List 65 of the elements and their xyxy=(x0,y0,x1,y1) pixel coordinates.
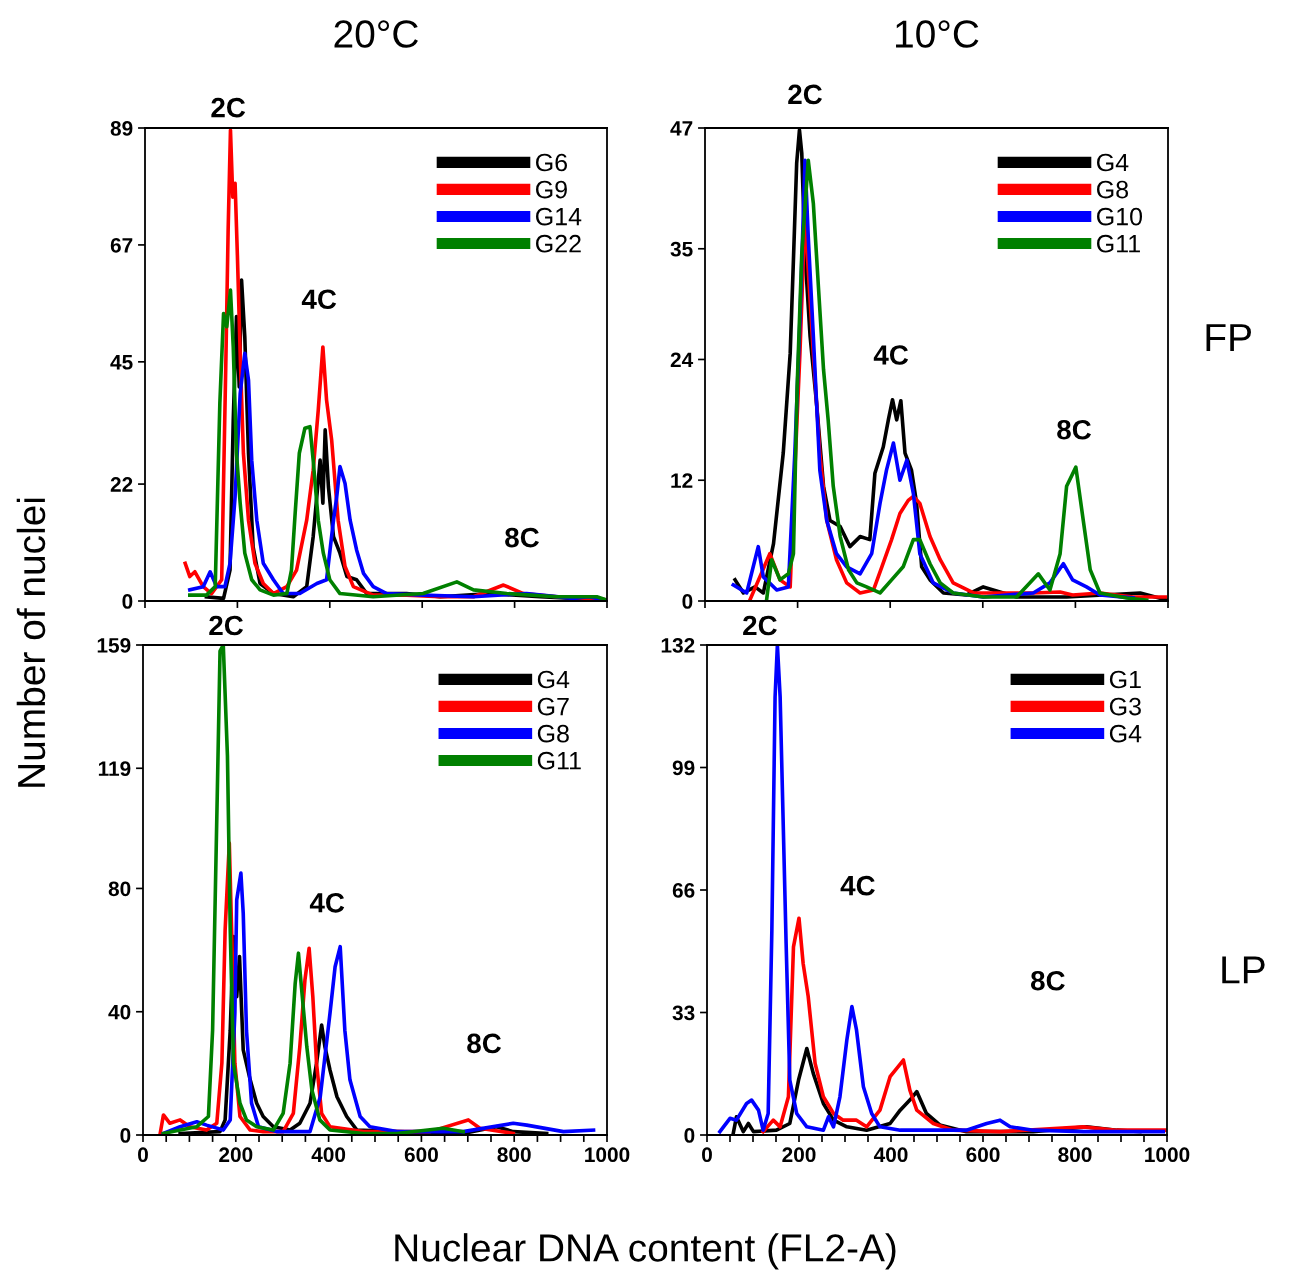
x-tick-label: 1000 xyxy=(1145,1147,1190,1163)
y-tick-label: 89 xyxy=(110,121,133,136)
legend-label: G22 xyxy=(536,234,581,253)
legend-label: G3 xyxy=(1109,697,1141,716)
x-tick-label: 800 xyxy=(497,1147,531,1163)
legend-label: G10 xyxy=(1097,207,1143,226)
y-tick-label: 24 xyxy=(670,352,694,368)
annotation: 8C xyxy=(505,527,539,548)
x-tick-label: 400 xyxy=(311,1147,346,1163)
y-tick-label: 99 xyxy=(672,760,695,776)
y-axis-title: Number of nuclei xyxy=(16,498,46,787)
text: 2C xyxy=(211,97,246,118)
x-axis-title: Nuclear DNA content (FL2-A) xyxy=(395,1233,896,1270)
y-tick-label: 0 xyxy=(682,594,693,609)
text: FP xyxy=(1206,324,1251,351)
legend-label: G6 xyxy=(536,153,567,172)
y-tick-label: 22 xyxy=(110,477,133,492)
annotation: 4C xyxy=(309,892,345,913)
chart-title: 10°C xyxy=(896,20,979,48)
annotation: 8C xyxy=(1057,419,1092,440)
text: LP xyxy=(1222,956,1265,984)
legend-label: G8 xyxy=(1097,180,1129,199)
y-tick-label: 119 xyxy=(98,761,131,777)
x-tick-label: 1000 xyxy=(585,1147,630,1163)
legend-label: G4 xyxy=(1109,724,1142,743)
text: 2C xyxy=(209,615,244,636)
y-tick-label: 33 xyxy=(672,1005,695,1021)
legend-label: G4 xyxy=(1097,153,1129,172)
y-tick-label: 80 xyxy=(108,881,131,897)
x-tick-label: 0 xyxy=(138,1147,148,1163)
chart-title: 20°C xyxy=(334,20,418,48)
legend-label: G9 xyxy=(536,180,567,199)
y-tick-label: 47 xyxy=(670,121,693,136)
legend-label: G11 xyxy=(1097,234,1140,253)
x-tick-label: 600 xyxy=(404,1147,438,1163)
y-tick-label: 132 xyxy=(661,638,695,653)
y-tick-label: 0 xyxy=(122,594,133,609)
annotation: 8C xyxy=(467,1033,502,1054)
annotation: 4C xyxy=(840,875,875,896)
legend-label: G11 xyxy=(537,751,581,770)
text: 2C xyxy=(788,84,822,105)
y-tick-label: 159 xyxy=(97,638,131,653)
x-tick-label: 0 xyxy=(702,1147,712,1163)
annotation: 4C xyxy=(301,289,337,310)
legend-label: G1 xyxy=(1109,670,1141,689)
y-tick-label: 12 xyxy=(671,473,693,488)
legend-label: G8 xyxy=(537,724,569,743)
y-tick-label: 0 xyxy=(120,1128,131,1143)
legend-label: G14 xyxy=(536,207,582,226)
x-tick-label: 600 xyxy=(966,1147,1000,1163)
annotation: 4C xyxy=(873,345,909,365)
x-tick-label: 800 xyxy=(1058,1147,1092,1163)
legend-label: G7 xyxy=(537,697,569,716)
x-tick-label: 200 xyxy=(219,1147,253,1163)
y-tick-label: 66 xyxy=(672,883,695,898)
x-tick-label: 400 xyxy=(873,1147,908,1163)
y-tick-label: 35 xyxy=(670,241,693,257)
x-tick-label: 200 xyxy=(782,1147,816,1163)
annotation: 8C xyxy=(1030,970,1065,991)
text: 2C xyxy=(743,615,777,636)
y-tick-label: 0 xyxy=(684,1128,695,1143)
y-tick-label: 45 xyxy=(110,355,133,370)
legend-label: G4 xyxy=(537,670,570,689)
y-tick-label: 67 xyxy=(110,237,133,253)
y-tick-label: 40 xyxy=(108,1004,131,1020)
